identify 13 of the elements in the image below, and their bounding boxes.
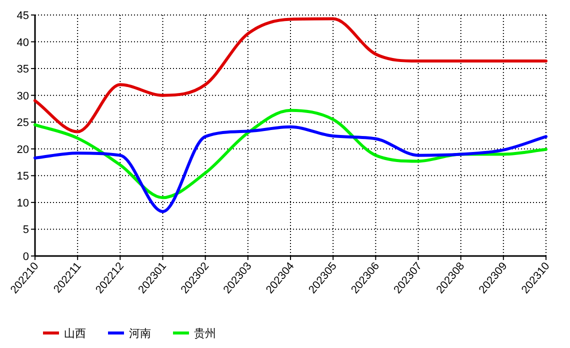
ytick: 40 bbox=[16, 36, 29, 49]
ytick: 5 bbox=[22, 224, 29, 236]
legend-label: 贵州 bbox=[194, 327, 216, 340]
legend-label: 河南 bbox=[129, 327, 151, 340]
ytick: 30 bbox=[16, 90, 29, 102]
legend-label: 山西 bbox=[64, 327, 86, 340]
ytick: 35 bbox=[16, 64, 29, 76]
ytick: 10 bbox=[16, 197, 29, 210]
ytick: 45 bbox=[16, 10, 29, 22]
ytick: 15 bbox=[16, 170, 29, 183]
ytick: 25 bbox=[16, 117, 29, 130]
ytick: 20 bbox=[16, 144, 29, 156]
ytick: 0 bbox=[22, 251, 29, 263]
